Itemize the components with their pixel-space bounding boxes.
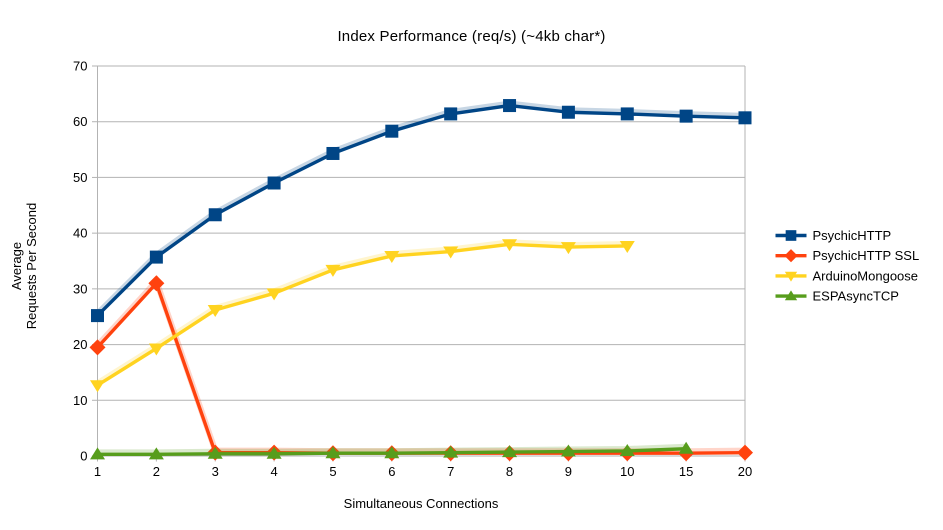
legend-key-marker [784, 249, 798, 263]
x-tick-label: 5 [329, 464, 336, 479]
y-tick-label: 0 [80, 449, 87, 464]
legend-label: PsychicHTTP SSL [813, 248, 920, 263]
legend-key-marker [784, 290, 798, 301]
x-tick-label: 8 [506, 464, 513, 479]
data-point-marker [738, 111, 752, 125]
legend-label: ArduinoMongoose [813, 268, 919, 283]
data-point-marker [384, 250, 400, 263]
x-tick-label: 7 [447, 464, 454, 479]
data-point-marker [207, 446, 223, 459]
x-tick-label: 4 [270, 464, 277, 479]
data-point-marker [266, 288, 282, 301]
data-point-marker [325, 264, 341, 277]
legend-label: ESPAsyncTCP [813, 289, 899, 304]
data-point-marker [90, 447, 105, 460]
x-tick-label: 9 [565, 464, 572, 479]
data-point-marker [678, 441, 694, 454]
series-line-highlight [95, 100, 746, 316]
data-point-marker [619, 443, 635, 456]
data-point-marker [91, 309, 104, 323]
data-point-marker [148, 343, 164, 356]
data-point-marker [385, 124, 399, 138]
y-tick-label: 70 [73, 59, 87, 74]
data-point-marker [443, 445, 459, 458]
y-tick-label: 30 [73, 281, 87, 296]
data-point-marker [502, 445, 518, 458]
data-point-marker [207, 305, 223, 318]
data-point-marker [90, 380, 105, 393]
data-point-marker [502, 239, 518, 252]
series-line [96, 103, 746, 317]
data-point-marker [326, 146, 340, 160]
y-tick-label: 50 [73, 170, 87, 185]
data-point-marker [444, 107, 458, 121]
x-axis-title: Simultaneous Connections [343, 496, 499, 511]
series-line [96, 242, 628, 387]
series-line [96, 281, 746, 455]
x-tick-label: 20 [738, 464, 752, 479]
data-point-marker [619, 240, 635, 253]
y-axis-title-line1: Average [9, 241, 24, 291]
data-point-marker [325, 446, 341, 459]
x-tick-label: 15 [679, 464, 693, 479]
y-tick-label: 10 [73, 393, 87, 408]
x-tick-label: 2 [153, 464, 160, 479]
y-tick-label: 60 [73, 114, 87, 129]
y-axis-title: Average Requests Per Second [9, 203, 39, 329]
data-point-marker [561, 105, 575, 119]
data-point-marker [148, 447, 164, 460]
data-point-marker [267, 176, 281, 190]
series-line-highlight [95, 275, 746, 455]
x-tick-label: 10 [620, 464, 634, 479]
data-point-marker [620, 107, 634, 121]
data-point-marker [560, 444, 576, 457]
legend-label: PsychicHTTP [813, 228, 892, 243]
data-point-marker [148, 275, 165, 292]
x-tick-label: 1 [94, 464, 101, 479]
data-point-marker [384, 446, 400, 459]
chart-title: Index Performance (req/s) (~4kb char*) [337, 28, 606, 45]
y-tick-label: 40 [73, 226, 87, 241]
data-point-marker [443, 246, 459, 259]
data-point-marker [149, 250, 163, 264]
data-point-marker [737, 444, 753, 461]
legend-key-marker [785, 230, 797, 241]
data-point-marker [89, 339, 106, 356]
data-point-marker [266, 446, 282, 459]
data-point-marker [503, 99, 517, 113]
data-point-marker [208, 208, 222, 222]
x-tick-label: 6 [388, 464, 395, 479]
data-point-marker [679, 109, 693, 123]
y-tick-label: 20 [73, 337, 87, 352]
y-axis-title-line2: Requests Per Second [24, 202, 39, 330]
legend-key-marker [784, 271, 798, 282]
data-point-marker [560, 242, 576, 255]
x-tick-label: 3 [212, 464, 219, 479]
